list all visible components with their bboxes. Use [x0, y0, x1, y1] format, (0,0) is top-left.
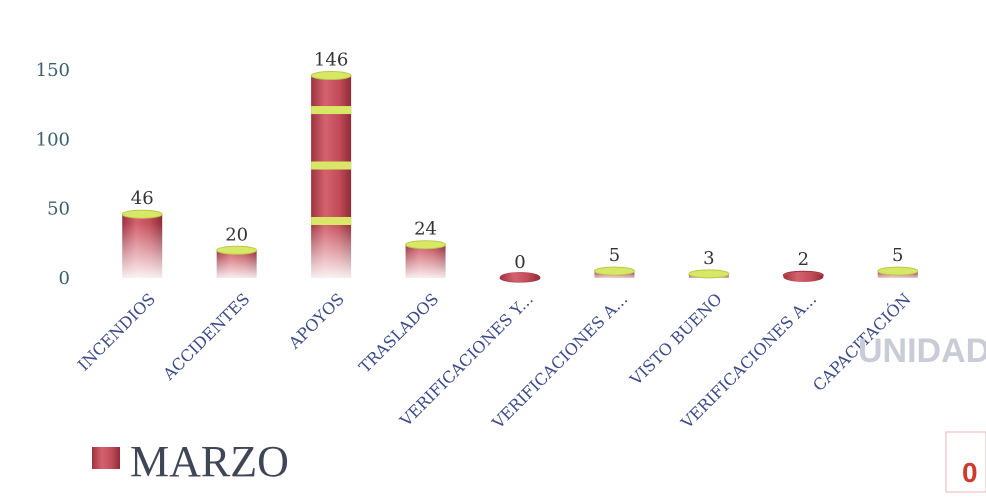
x-tick-label: VISTO BUENO — [625, 289, 725, 389]
bar-cap — [877, 266, 919, 276]
bar-cap — [405, 240, 447, 250]
bar-cap — [688, 269, 730, 279]
bar-disc — [500, 272, 540, 282]
data-label: 2 — [798, 249, 809, 270]
x-tick-label: APOYOS — [284, 289, 348, 353]
bar — [215, 245, 258, 280]
y-tick-label: 50 — [47, 199, 70, 220]
bar-band — [311, 161, 352, 170]
bar-fade — [215, 250, 258, 280]
bar — [499, 272, 541, 283]
y-tick-label: 100 — [36, 129, 70, 150]
legend-label: MARZO — [130, 437, 289, 486]
bar — [593, 266, 636, 280]
bar-cap — [593, 266, 635, 276]
bar — [310, 71, 353, 280]
bar-disc — [783, 272, 824, 282]
bar-band — [311, 106, 352, 115]
bar-cap — [121, 209, 163, 219]
bar-fade — [121, 223, 164, 280]
data-label: 0 — [514, 252, 525, 273]
legend-swatch — [92, 447, 120, 469]
data-label: 24 — [414, 219, 437, 240]
data-label: 5 — [892, 245, 903, 266]
bar — [687, 269, 730, 280]
bar-fade — [310, 223, 353, 280]
y-tick-label: 0 — [59, 268, 70, 289]
bar-cap — [216, 245, 258, 255]
data-label: 20 — [225, 224, 248, 245]
x-tick-label: ACCIDENTES — [159, 289, 254, 384]
data-label: 5 — [609, 245, 620, 266]
bars — [121, 71, 919, 283]
data-label: 3 — [703, 248, 714, 269]
x-tick-label: TRASLADOS — [355, 289, 442, 376]
data-label: 146 — [314, 50, 348, 71]
bar-cap — [310, 71, 352, 81]
x-tick-label: INCENDIOS — [74, 289, 159, 374]
stamp-digit: 0 — [962, 457, 978, 488]
x-axis-ticks: INCENDIOS ACCIDENTES APOYOS TRASLADOSVERIFI… — [74, 289, 915, 433]
stamp-text: UNIDAD — [858, 332, 986, 370]
data-labels: 46 20 146 24 0 5 3 2 5 — [131, 50, 904, 273]
bar — [876, 266, 919, 280]
bar-fade — [404, 244, 447, 280]
bar — [404, 240, 447, 280]
bar — [782, 270, 824, 282]
stamp-box — [945, 431, 986, 493]
stamp: UNIDAD 0 — [858, 332, 986, 493]
y-tick-label: 150 — [36, 60, 70, 81]
data-label: 46 — [131, 188, 154, 209]
bar — [121, 209, 164, 280]
bar-band — [311, 216, 352, 225]
y-axis-ticks: 0 50 100 150 — [36, 60, 70, 289]
legend: MARZO — [92, 437, 289, 486]
